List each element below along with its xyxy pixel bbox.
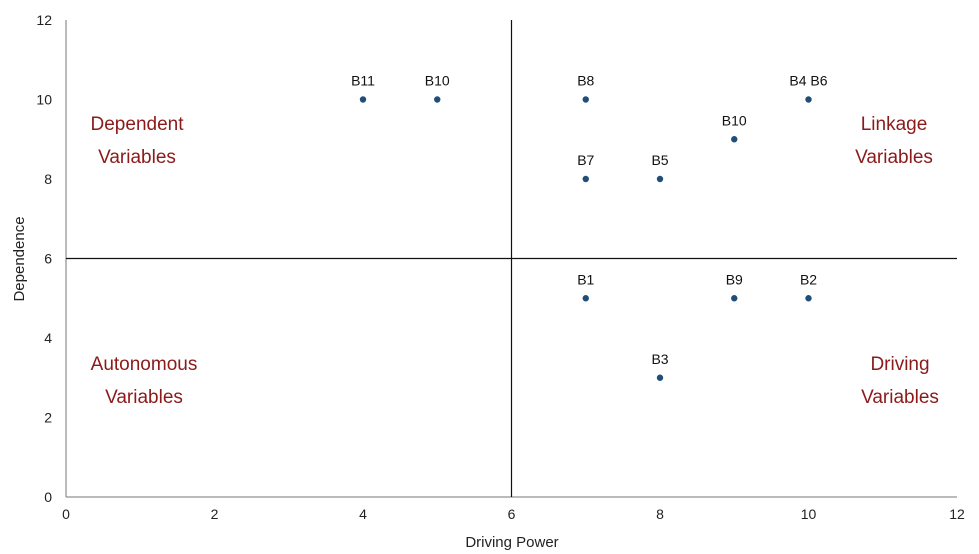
y-tick-label: 2 (44, 410, 52, 426)
x-tick-label: 8 (656, 506, 664, 522)
data-point-label: B10 (425, 73, 450, 89)
data-point (582, 295, 589, 302)
x-tick-label: 0 (62, 506, 70, 522)
data-point (731, 136, 738, 143)
quadrant-label: Dependent (91, 114, 185, 135)
quadrant-label: Autonomous (91, 354, 198, 375)
x-axis-title: Driving Power (465, 534, 558, 551)
data-point (805, 295, 812, 302)
data-point (805, 96, 812, 103)
data-point (656, 374, 664, 381)
quadrant-label: Variables (98, 147, 176, 168)
data-point-label: B3 (651, 351, 668, 367)
data-point-label: B4 B6 (789, 73, 827, 89)
quadrant-label: Variables (855, 147, 933, 168)
quadrant-label: Driving (870, 354, 929, 375)
x-tick-label: 12 (949, 506, 965, 522)
data-point-label: B11 (351, 73, 375, 89)
quadrant-label: Linkage (861, 114, 928, 135)
quadrant-label: Variables (105, 387, 183, 408)
y-tick-label: 8 (44, 171, 52, 187)
data-point (731, 295, 738, 302)
data-point (582, 175, 589, 183)
data-point-label: B8 (577, 73, 594, 89)
data-point-label: B9 (726, 271, 743, 287)
y-tick-label: 12 (36, 12, 52, 28)
data-point-label: B2 (800, 271, 817, 287)
x-tick-label: 2 (211, 506, 219, 522)
x-tick-label: 10 (801, 506, 817, 522)
data-point (582, 96, 589, 103)
data-point (656, 175, 664, 183)
data-point (359, 96, 367, 103)
data-point (434, 96, 441, 103)
data-point-label: B7 (577, 152, 594, 168)
y-tick-label: 10 (36, 92, 52, 108)
y-axis-title: Dependence (11, 216, 28, 301)
data-point-label: B10 (722, 112, 747, 128)
y-tick-label: 0 (44, 489, 52, 505)
quadrant-label: Variables (861, 387, 939, 408)
x-tick-label: 6 (508, 506, 516, 522)
data-point-label: B5 (651, 152, 668, 168)
y-tick-label: 4 (44, 330, 52, 346)
y-tick-label: 6 (44, 251, 52, 267)
data-point-label: B1 (577, 271, 594, 287)
x-tick-label: 4 (359, 506, 367, 522)
